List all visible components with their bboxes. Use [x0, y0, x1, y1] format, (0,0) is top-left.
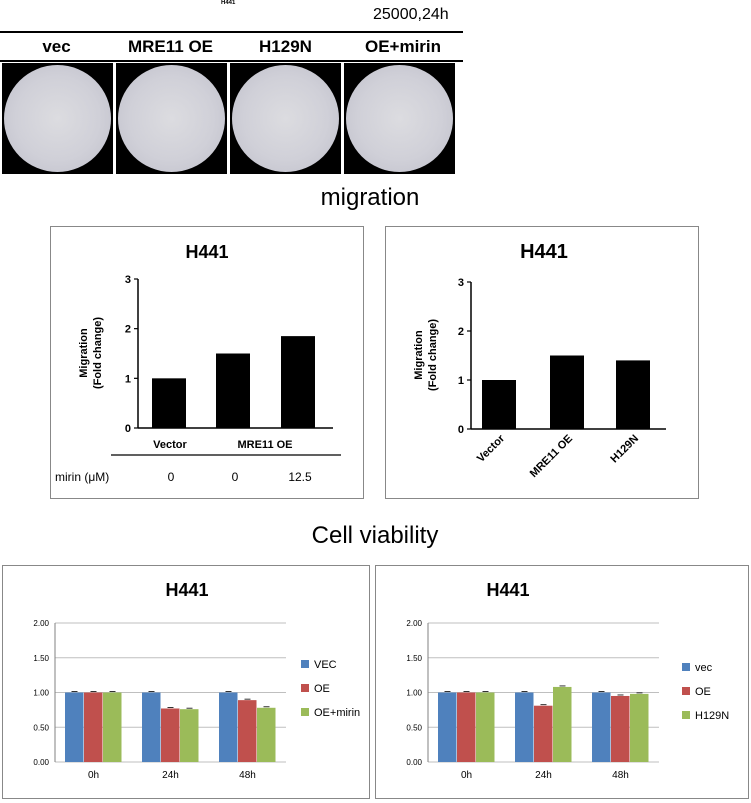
bar	[550, 355, 584, 429]
x-tick-label: H129N	[608, 433, 641, 466]
y-axis-label-line1: Migration	[413, 330, 425, 380]
y-tick-label: 1	[458, 375, 464, 387]
x-tick-label: MRE11 OE	[528, 433, 575, 480]
y-tick-label: 1.50	[406, 654, 422, 663]
bar	[534, 705, 553, 762]
migration-panel-2: H441 0 1 2 3 Migration (Fold change) Vector MRE1…	[385, 226, 699, 499]
bar	[592, 692, 611, 762]
chart-title: H441	[520, 241, 568, 263]
x-tick-label: Vector	[475, 432, 508, 465]
y-tick-label: 1	[125, 373, 131, 385]
y-axis-label-line1: Migration	[78, 328, 90, 378]
chart-title: H441	[185, 242, 228, 262]
migration-chart-2: H441 0 1 2 3 Migration (Fold change) Vector MRE1…	[413, 241, 666, 480]
viability-chart-2: H441 0.00 0.50 1.00 1.50 2.00 0h 24h 48h vec OE H12…	[406, 580, 729, 781]
bar	[152, 378, 186, 428]
y-tick-label: 2.00	[33, 619, 49, 628]
y-axis-label-line2: (Fold change)	[427, 319, 439, 391]
bar	[219, 692, 238, 762]
mirin-value: 0	[232, 470, 239, 484]
cell-info-label: 25000,24h	[373, 6, 449, 23]
bar	[180, 709, 199, 762]
migration-well-h129n	[230, 63, 341, 174]
legend-label: OE	[314, 683, 330, 695]
migration-chart-1: H441 0 1 2 3 Migration (Fold change) Vector MRE1…	[55, 242, 341, 484]
column-label-vec: vec	[42, 37, 71, 56]
y-tick-label: 1.00	[406, 689, 422, 698]
y-tick-label: 2.00	[406, 619, 422, 628]
y-tick-label: 0.50	[406, 723, 422, 732]
group-label-mre11-oe: MRE11 OE	[237, 439, 292, 451]
group-label-vector: Vector	[153, 439, 187, 451]
mirin-value: 0	[168, 470, 175, 484]
x-tick-label: 48h	[239, 770, 256, 781]
y-tick-label: 1.50	[33, 654, 49, 663]
legend-swatch	[301, 684, 309, 692]
legend-label: vec	[695, 662, 713, 674]
migration-well-mre11-oe	[116, 63, 227, 174]
legend-swatch	[682, 663, 690, 671]
column-label-oe-mirin: OE+mirin	[364, 37, 442, 56]
x-tick-label: 24h	[535, 770, 552, 781]
legend-label: OE	[695, 686, 711, 698]
bar	[438, 692, 457, 762]
chart-title: H441	[165, 580, 208, 600]
bar	[161, 708, 180, 762]
y-tick-label: 3	[458, 277, 464, 289]
viability-chart-1: H441 0.00 0.50 1.00 1.50 2.00 0h 24h 48h VEC OE OE+…	[33, 580, 360, 781]
chart-title: H441	[486, 580, 529, 600]
section-title-migration: migration	[320, 184, 420, 211]
bar	[103, 692, 122, 762]
bar	[65, 692, 84, 762]
bar	[281, 336, 315, 428]
mirin-label: mirin (μM)	[55, 470, 109, 484]
header-tiny-label: H441	[221, 0, 236, 6]
bar	[84, 692, 103, 762]
migration-panel-1: H441 0 1 2 3 Migration (Fold change) Vector MRE1…	[50, 226, 364, 499]
bar	[616, 360, 650, 429]
bar	[482, 380, 516, 429]
legend-swatch	[682, 711, 690, 719]
viability-panel-1: H441 0.00 0.50 1.00 1.50 2.00 0h 24h 48h VEC OE OE+…	[2, 565, 370, 799]
section-title-cell-viability: Cell viability	[311, 522, 439, 549]
legend-label: H129N	[695, 710, 729, 722]
header-top-rule	[0, 31, 463, 33]
legend-swatch	[301, 660, 309, 668]
y-tick-label: 0.00	[33, 758, 49, 767]
bar	[476, 692, 495, 762]
bar	[457, 692, 476, 762]
bar	[630, 693, 649, 762]
legend-label: VEC	[314, 659, 337, 671]
x-tick-label: 24h	[162, 770, 179, 781]
bar	[257, 707, 276, 762]
legend-swatch	[301, 708, 309, 716]
y-tick-label: 0	[125, 423, 131, 435]
viability-panel-2: H441 0.00 0.50 1.00 1.50 2.00 0h 24h 48h vec OE H12…	[375, 565, 749, 799]
y-tick-label: 2	[458, 326, 464, 338]
x-tick-label: 0h	[88, 770, 99, 781]
y-axis-label-line2: (Fold change)	[92, 317, 104, 389]
mirin-value: 12.5	[288, 470, 312, 484]
x-tick-label: 0h	[461, 770, 472, 781]
y-tick-label: 1.00	[33, 689, 49, 698]
legend-swatch	[682, 687, 690, 695]
header-bottom-rule	[0, 60, 463, 62]
migration-well-vec	[2, 63, 113, 174]
migration-well-oe-mirin	[344, 63, 455, 174]
x-tick-label: 48h	[612, 770, 629, 781]
legend-label: OE+mirin	[314, 707, 360, 719]
y-tick-label: 0.50	[33, 723, 49, 732]
column-label-h129n: H129N	[259, 37, 312, 56]
bar	[611, 695, 630, 762]
bar	[238, 700, 257, 762]
y-tick-label: 3	[125, 274, 131, 286]
bar	[216, 353, 250, 428]
y-tick-label: 0.00	[406, 758, 422, 767]
y-tick-label: 2	[125, 324, 131, 336]
bar	[515, 692, 534, 762]
bar	[142, 692, 161, 762]
y-tick-label: 0	[458, 424, 464, 436]
column-label-mre11-oe: MRE11 OE	[127, 37, 214, 56]
bar	[553, 686, 572, 762]
